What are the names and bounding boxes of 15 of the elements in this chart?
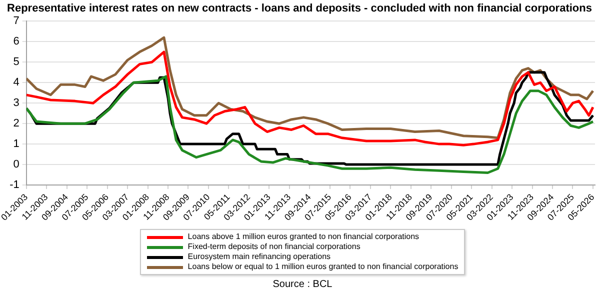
- legend-label: Fixed-term deposits of non financial corporations: [188, 242, 360, 252]
- legend-label: Eurosystem main refinancing operations: [188, 252, 331, 262]
- y-tick-label: 5: [13, 56, 20, 68]
- y-tick-label: 6: [13, 36, 20, 48]
- y-tick-label: 1: [13, 138, 20, 150]
- legend-label: Loans below or equal to 1 million euros granted to non financial corporations: [188, 262, 458, 272]
- y-tick-label: 3: [13, 97, 20, 110]
- y-tick-label: 4: [13, 76, 20, 89]
- y-tick-label: 0: [13, 158, 20, 171]
- y-tick-label: 2: [13, 118, 20, 130]
- source-note: Source : BCL: [272, 279, 334, 290]
- chart-title: Representative interest rates on new contracts - loans and deposits - concluded with non financial corporations: [7, 2, 592, 15]
- y-tick-label: 7: [13, 15, 20, 28]
- legend-label: Loans above 1 million euros granted to non financial corporations: [188, 232, 420, 242]
- y-tick-label: -1: [10, 179, 20, 192]
